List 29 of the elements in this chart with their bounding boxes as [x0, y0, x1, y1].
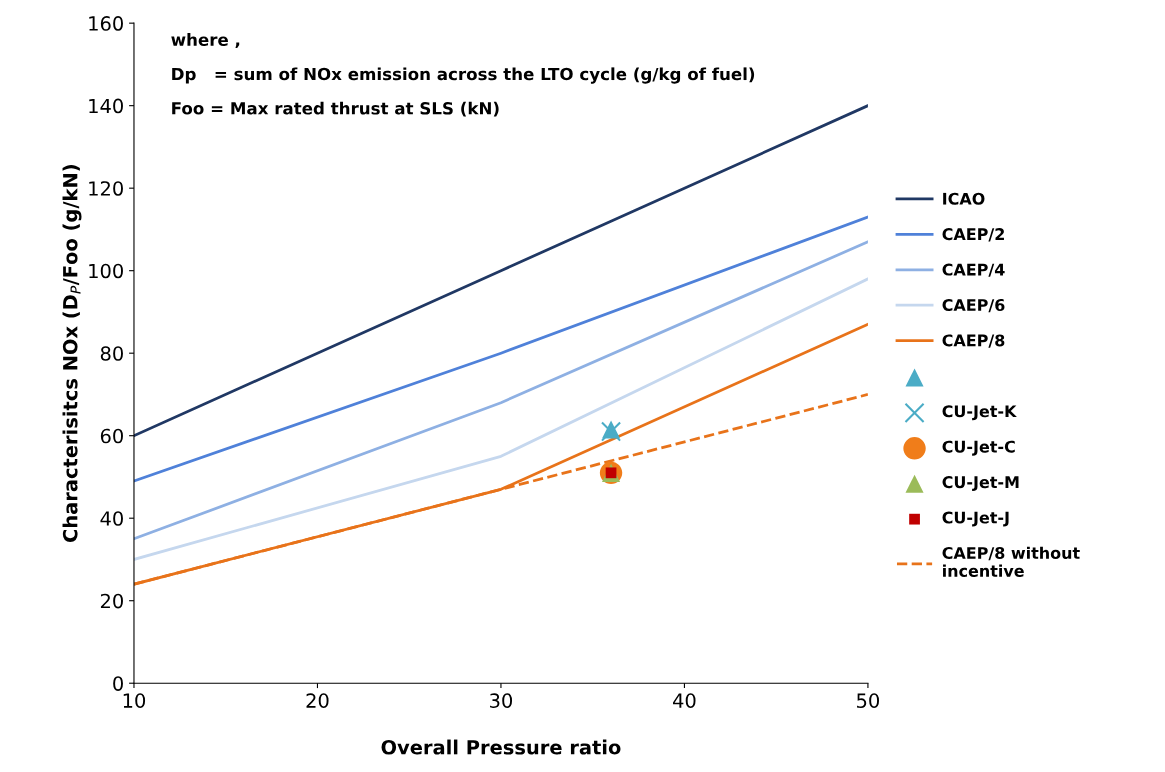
x-tick-label: 30 [490, 693, 513, 708]
legend-label: CAEP/6 [942, 298, 1005, 313]
x-tick-label: 50 [857, 693, 879, 708]
legend-label: CU-Jet-M [942, 476, 1019, 492]
legend-label: CAEP/2 [942, 228, 1004, 242]
x-axis-title: Overall Pressure ratio [381, 739, 621, 755]
legend-label: CAEP/8 without incentive [942, 546, 1080, 577]
y-tick-label: 0 [113, 676, 123, 691]
y-tick-label: 100 [89, 263, 123, 279]
y-tick-label: 160 [89, 16, 123, 31]
y-tick-label: 120 [89, 181, 123, 196]
x-tick-label: 20 [306, 693, 329, 708]
y-tick-label: 140 [89, 98, 123, 114]
x-tick-label: 40 [673, 693, 696, 708]
x-tick-label: 10 [123, 693, 146, 708]
legend-label: CAEP/8 [942, 334, 1005, 348]
y-tick-label: 60 [100, 428, 123, 444]
legend-label: CU-Jet-K [942, 405, 1017, 421]
annotation: Foo = Max rated thrust at SLS (kN) [172, 101, 499, 117]
y-tick-label: 20 [100, 593, 123, 609]
legend-label: CU-Jet-C [942, 440, 1015, 456]
y-axis-title: Characterisitcs NOx (D$_{P}$/Foo (g/kN) [62, 165, 82, 542]
legend-label: ICAO [943, 192, 985, 205]
legend-label: CU-Jet-J [942, 511, 1009, 527]
legend-label: CAEP/4 [942, 263, 1005, 277]
y-tick-label: 40 [100, 511, 123, 526]
y-tick-label: 80 [100, 346, 123, 361]
annotation: where , [171, 33, 240, 49]
annotation: Dp = sum of NOx emission across the LTO cycle (g/kg of fuel) [172, 67, 755, 84]
